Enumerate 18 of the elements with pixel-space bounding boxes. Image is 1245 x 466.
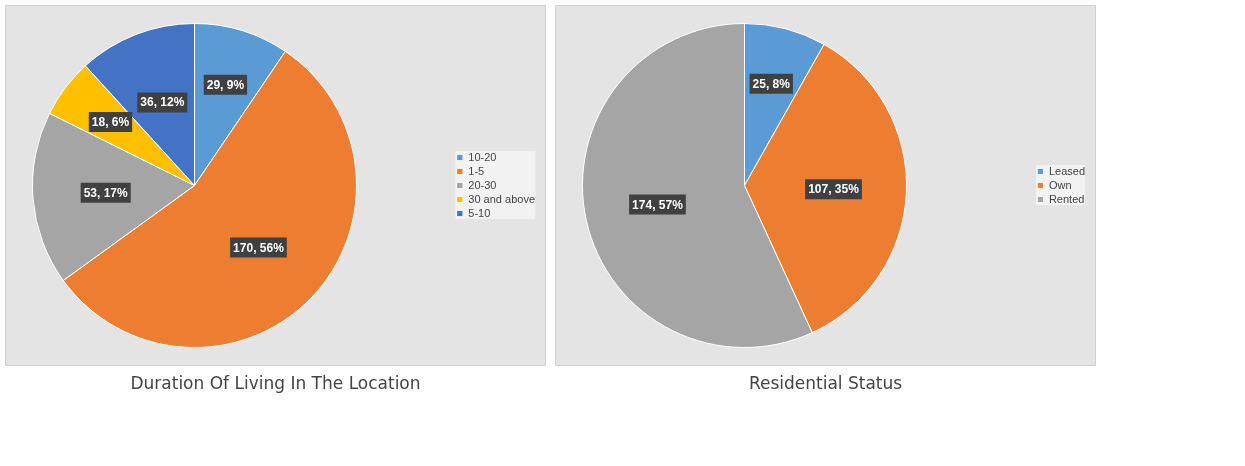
legend-label: Leased — [1048, 165, 1085, 177]
data-label: 25, 8% — [752, 76, 791, 91]
legend-label: Own — [1048, 179, 1072, 191]
legend-label: Rented — [1048, 193, 1085, 205]
data-label: 170, 56% — [233, 240, 285, 255]
legend-label: 10-20 — [468, 151, 497, 163]
legend-label: 5-10 — [468, 207, 491, 219]
legend-label: 1-5 — [468, 165, 486, 177]
text: Duration Of Living In The Location — [130, 372, 421, 393]
data-label: 53, 17% — [83, 185, 129, 200]
data-label: 29, 9% — [206, 77, 245, 92]
text: Residential Status — [748, 372, 903, 393]
legend-label: 30 and above — [468, 193, 535, 205]
data-label: 18, 6% — [91, 115, 130, 130]
data-label: 36, 12% — [140, 95, 185, 110]
data-label: 174, 57% — [632, 197, 684, 212]
legend-label: 20-30 — [468, 179, 497, 191]
data-label: 107, 35% — [808, 182, 860, 197]
